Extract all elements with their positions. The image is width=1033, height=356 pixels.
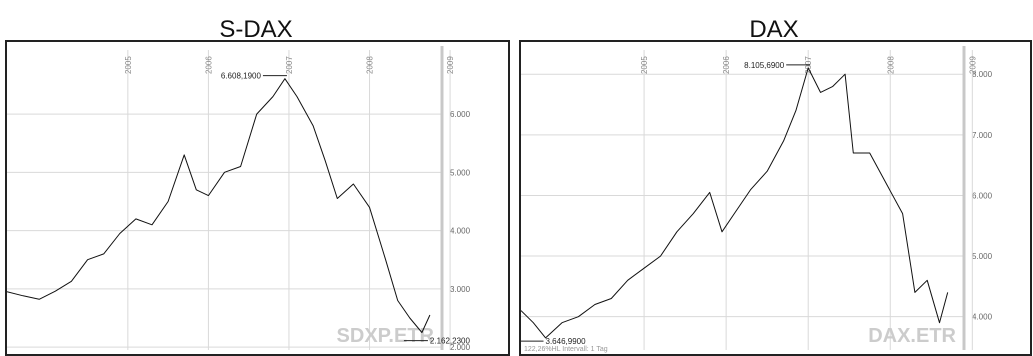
x-tick-label: 2009 <box>446 56 455 74</box>
y-tick-label: 5.000 <box>972 252 993 261</box>
y-tick-label: 6.000 <box>972 191 993 200</box>
dax-chart-panel: DAX 4.000 5.000 6.000 7.000 8.000 2005 2006 200… <box>515 0 1033 356</box>
sdax-chart-svg: 2.000 3.000 4.000 5.000 6.000 2005 2006 2007 200… <box>7 46 471 352</box>
x-tick-label: 2008 <box>886 56 895 74</box>
x-tick-label: 2008 <box>366 56 375 74</box>
chart-frame: 2.000 3.000 4.000 5.000 6.000 2005 2006 2007 200… <box>5 40 510 356</box>
x-tick-label: 2005 <box>640 56 649 74</box>
chart-frame: 4.000 5.000 6.000 7.000 8.000 2005 2006 2007 200… <box>519 40 1032 356</box>
y-tick-label: 5.000 <box>450 168 471 177</box>
chart-title: DAX <box>749 16 799 43</box>
chart-title: S-DAX <box>219 16 293 43</box>
y-tick-label: 6.000 <box>450 110 471 119</box>
annotation-label: 2.162,2300 <box>430 337 471 346</box>
x-tick-label: 2005 <box>124 56 133 74</box>
y-tick-label: 2.000 <box>450 343 471 352</box>
y-tick-label: 4.000 <box>450 227 471 236</box>
y-tick-label: 3.000 <box>450 285 471 294</box>
y-tick-label: 4.000 <box>972 313 993 322</box>
y-tick-label: 7.000 <box>972 131 993 140</box>
x-tick-label: 2006 <box>204 56 213 74</box>
x-tick-label: 2007 <box>285 56 294 74</box>
watermark: DAX.ETR <box>868 325 956 347</box>
annotation-label: 8.105,6900 <box>744 61 785 70</box>
x-tick-label: 2009 <box>968 56 977 74</box>
sdax-chart-panel: S-DAX 2.000 3.000 4.000 5.000 6.000 2005 2006 2… <box>0 0 512 356</box>
y-tick-label: 8.000 <box>972 70 993 79</box>
series-line <box>521 67 949 339</box>
annotation-label: 3.646,9900 <box>546 337 587 346</box>
x-tick-label: 2006 <box>722 56 731 74</box>
annotation-label: 6.608,1900 <box>221 72 262 81</box>
watermark: SDXP.ETR <box>337 325 435 347</box>
series-line <box>7 78 431 333</box>
footer-text: 122,26%HL Intervall: 1 Tag <box>524 346 608 353</box>
